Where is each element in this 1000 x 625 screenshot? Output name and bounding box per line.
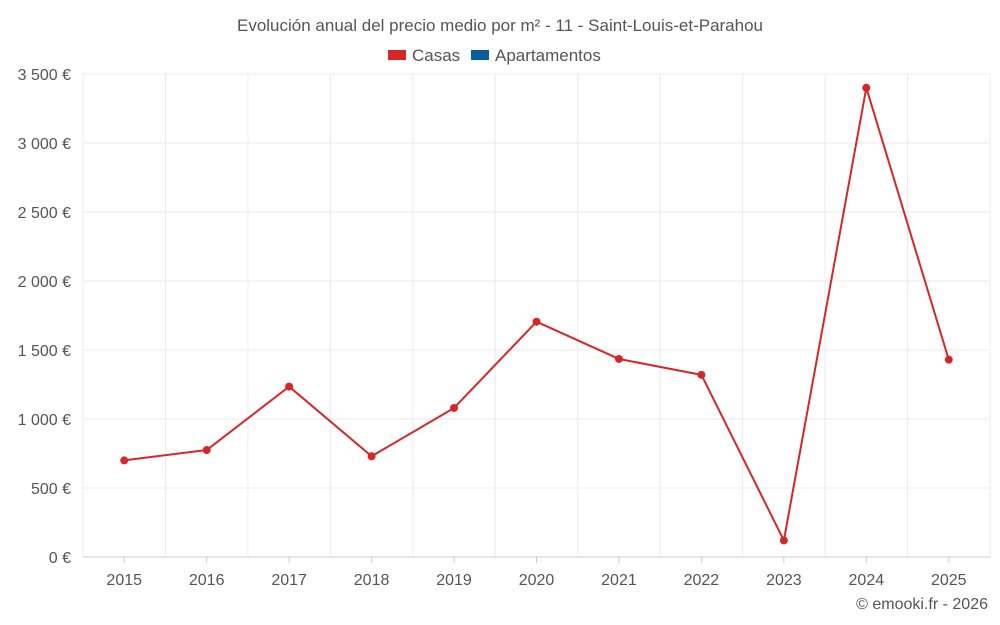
data-point-2020[interactable]	[532, 317, 541, 326]
data-point-2015[interactable]	[120, 456, 129, 465]
data-point-2023[interactable]	[779, 536, 788, 545]
data-point-2016[interactable]	[202, 446, 211, 455]
x-tick-label: 2024	[849, 572, 885, 589]
y-tick-label: 1 000 €	[18, 412, 71, 429]
data-point-2017[interactable]	[285, 382, 294, 391]
data-point-2022[interactable]	[697, 370, 706, 379]
legend-label-apartamentos[interactable]: Apartamentos	[495, 46, 601, 65]
x-tick-label: 2017	[271, 572, 307, 589]
y-tick-label: 2 000 €	[18, 274, 71, 291]
chart-title: Evolución anual del precio medio por m² …	[237, 16, 763, 35]
legend-swatch-apartamentos[interactable]	[471, 50, 489, 60]
x-tick-label: 2025	[931, 572, 967, 589]
x-tick-label: 2016	[189, 572, 225, 589]
x-tick-label: 2019	[436, 572, 472, 589]
x-tick-label: 2023	[766, 572, 802, 589]
data-point-2025[interactable]	[944, 355, 953, 364]
x-tick-label: 2018	[354, 572, 390, 589]
y-axis: 0 € 500 € 1 000 € 1 500 € 2 000 € 2 500 € 3 00…	[18, 67, 71, 567]
data-point-2019[interactable]	[450, 403, 459, 412]
y-tick-label: 1 500 €	[18, 343, 71, 360]
gridlines	[82, 73, 991, 558]
data-point-2021[interactable]	[614, 354, 623, 363]
y-tick-label: 500 €	[31, 481, 71, 498]
y-tick-label: 2 500 €	[18, 205, 71, 222]
y-tick-label: 0 €	[49, 550, 71, 567]
x-tick-label: 2015	[106, 572, 142, 589]
x-axis: 2015 2016 2017 2018 2019 2020 2021 2022 2023 2024…	[83, 556, 990, 589]
series-casas	[120, 83, 953, 545]
legend-label-casas[interactable]: Casas	[412, 46, 460, 65]
data-point-2018[interactable]	[367, 452, 376, 461]
credit-text: © emooki.fr - 2026	[856, 596, 988, 613]
legend-swatch-casas[interactable]	[388, 50, 406, 60]
y-tick-label: 3 500 €	[18, 67, 71, 84]
y-tick-label: 3 000 €	[18, 136, 71, 153]
x-tick-label: 2022	[684, 572, 720, 589]
x-tick-label: 2020	[519, 572, 555, 589]
x-tick-label: 2021	[601, 572, 637, 589]
legend: Casas Apartamentos	[388, 46, 601, 65]
data-point-2024[interactable]	[862, 83, 871, 92]
